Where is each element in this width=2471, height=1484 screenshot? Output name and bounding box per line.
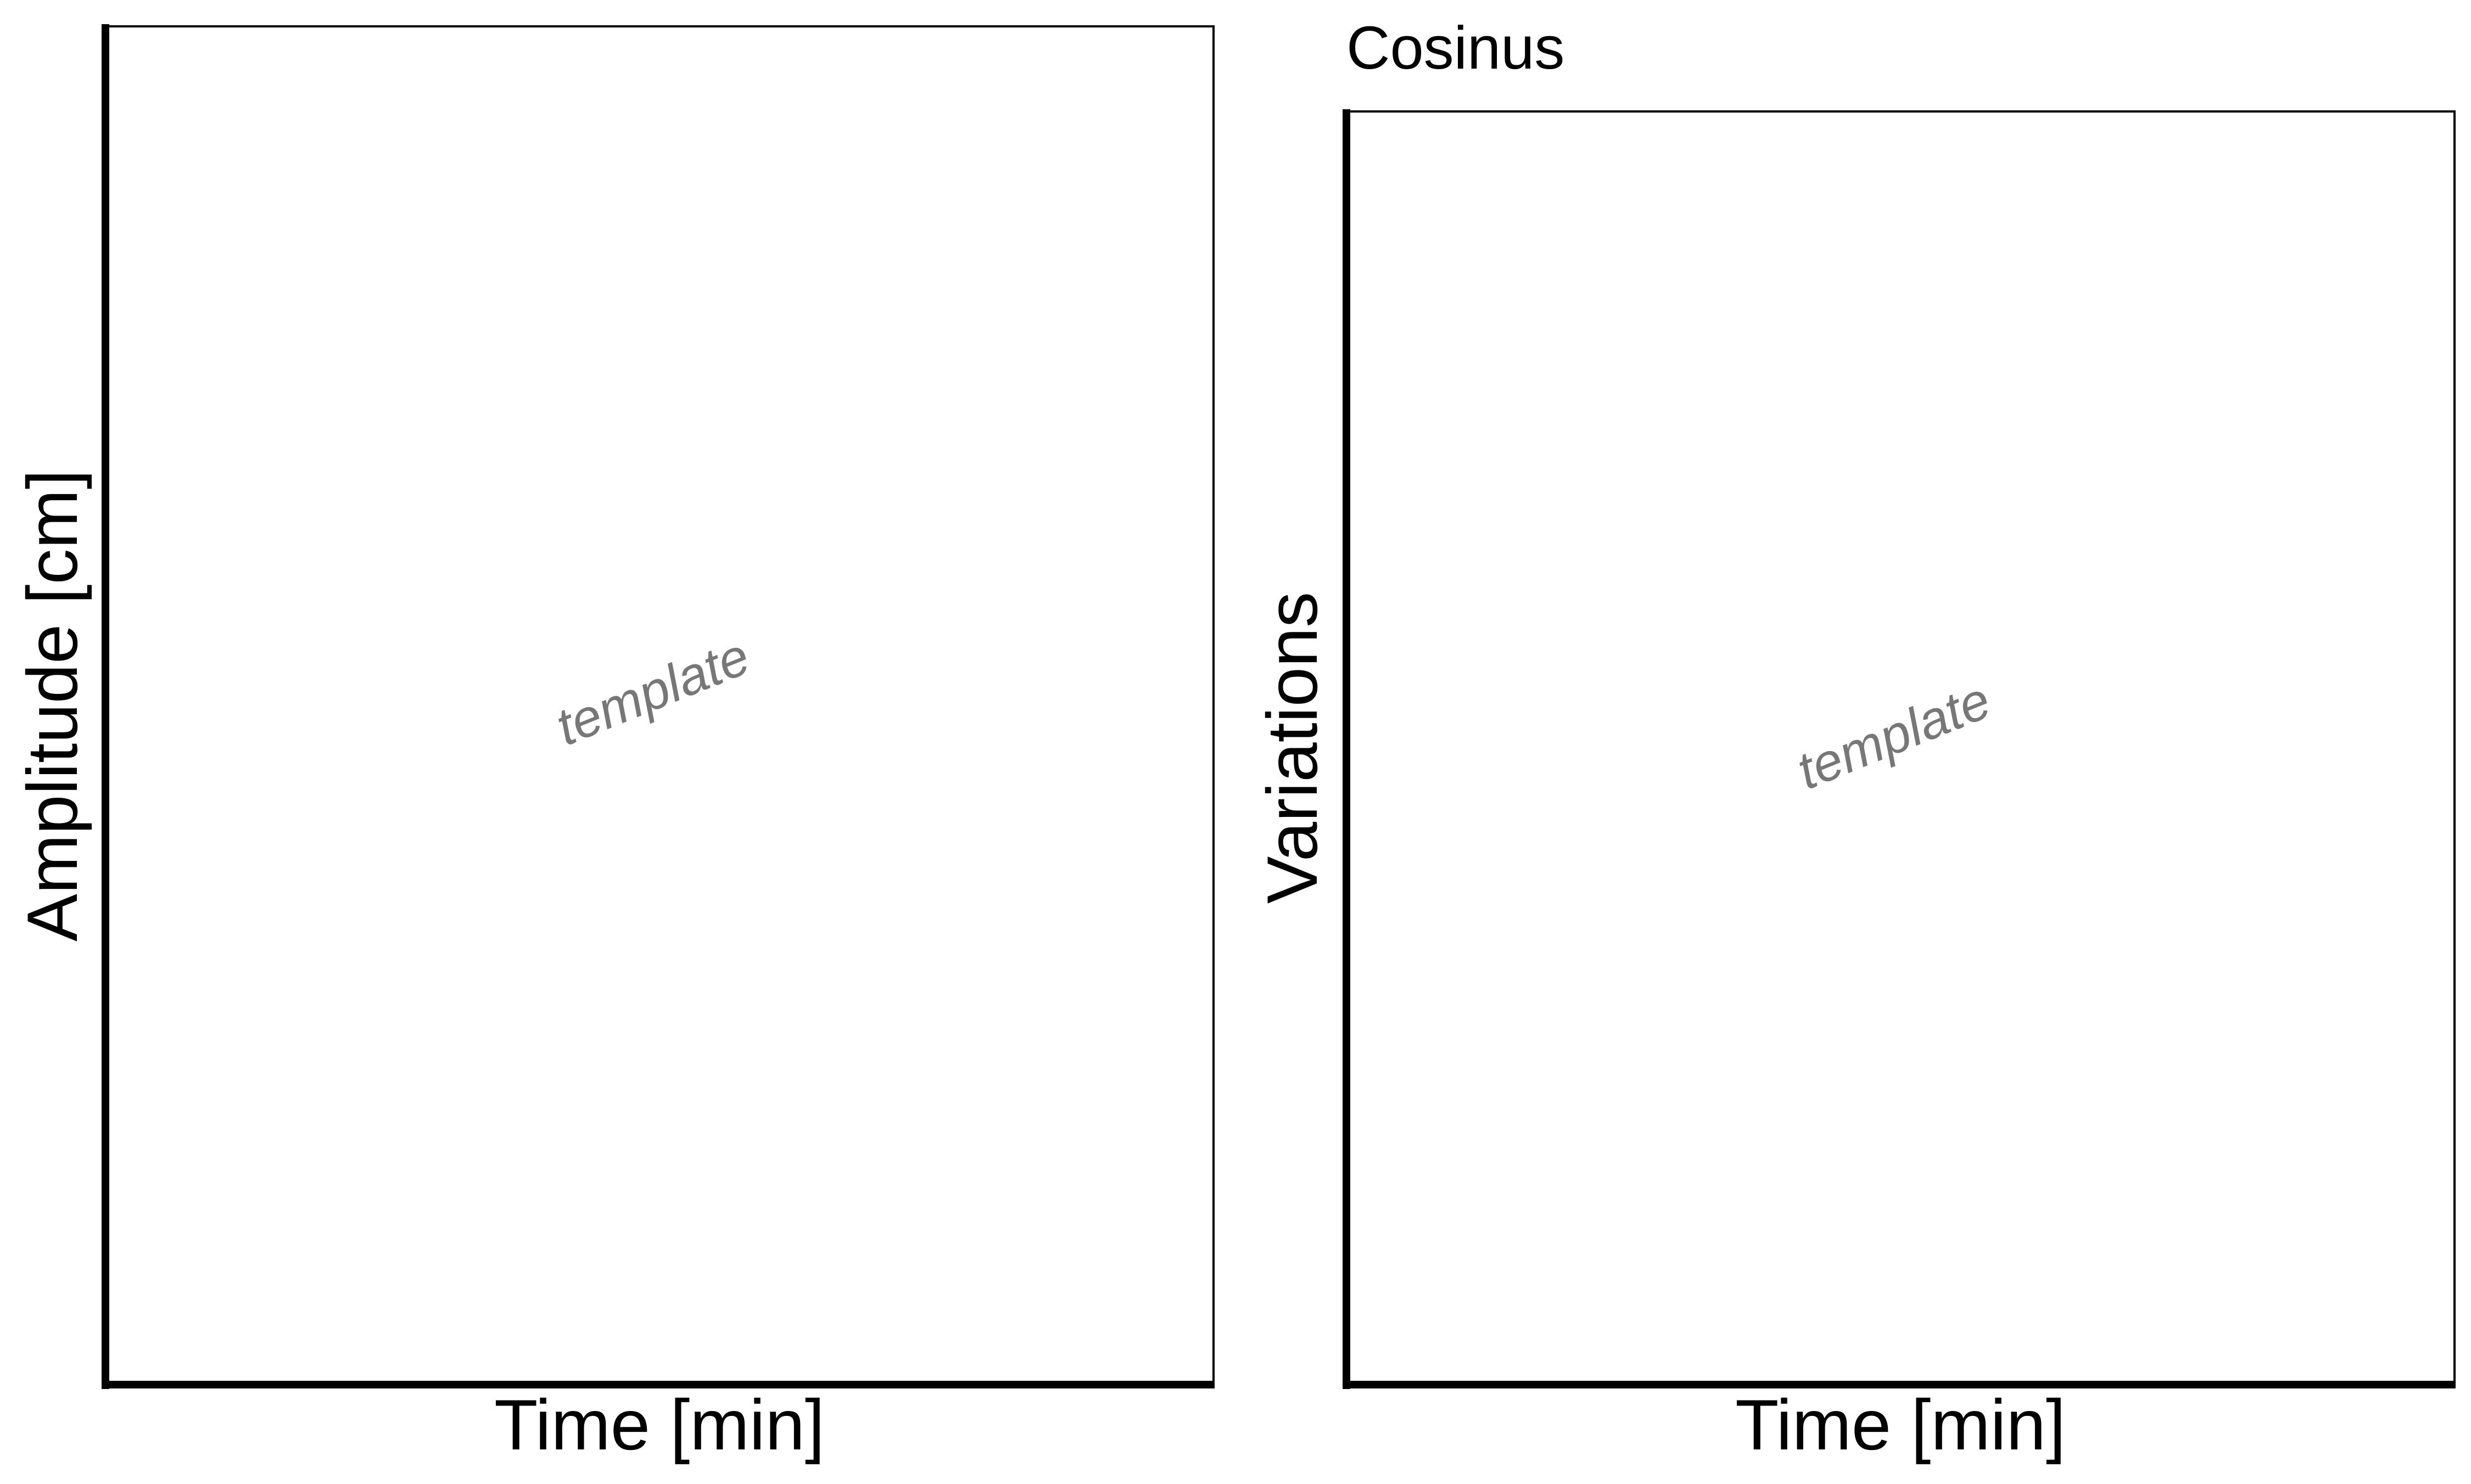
left-plot-frame bbox=[104, 25, 1215, 1386]
left-panel: template Amplitude [cm] Time [min] bbox=[12, 24, 1215, 1465]
left-x-axis-label: Time [min] bbox=[494, 1385, 825, 1465]
right-panel: Cosinus template Variations Time [min] bbox=[1252, 14, 2456, 1465]
right-panel-title: Cosinus bbox=[1346, 14, 1564, 82]
right-y-axis-label: Variations bbox=[1252, 592, 1332, 904]
right-x-axis-label: Time [min] bbox=[1735, 1385, 2066, 1465]
left-y-axis-label: Amplitude [cm] bbox=[12, 469, 92, 942]
